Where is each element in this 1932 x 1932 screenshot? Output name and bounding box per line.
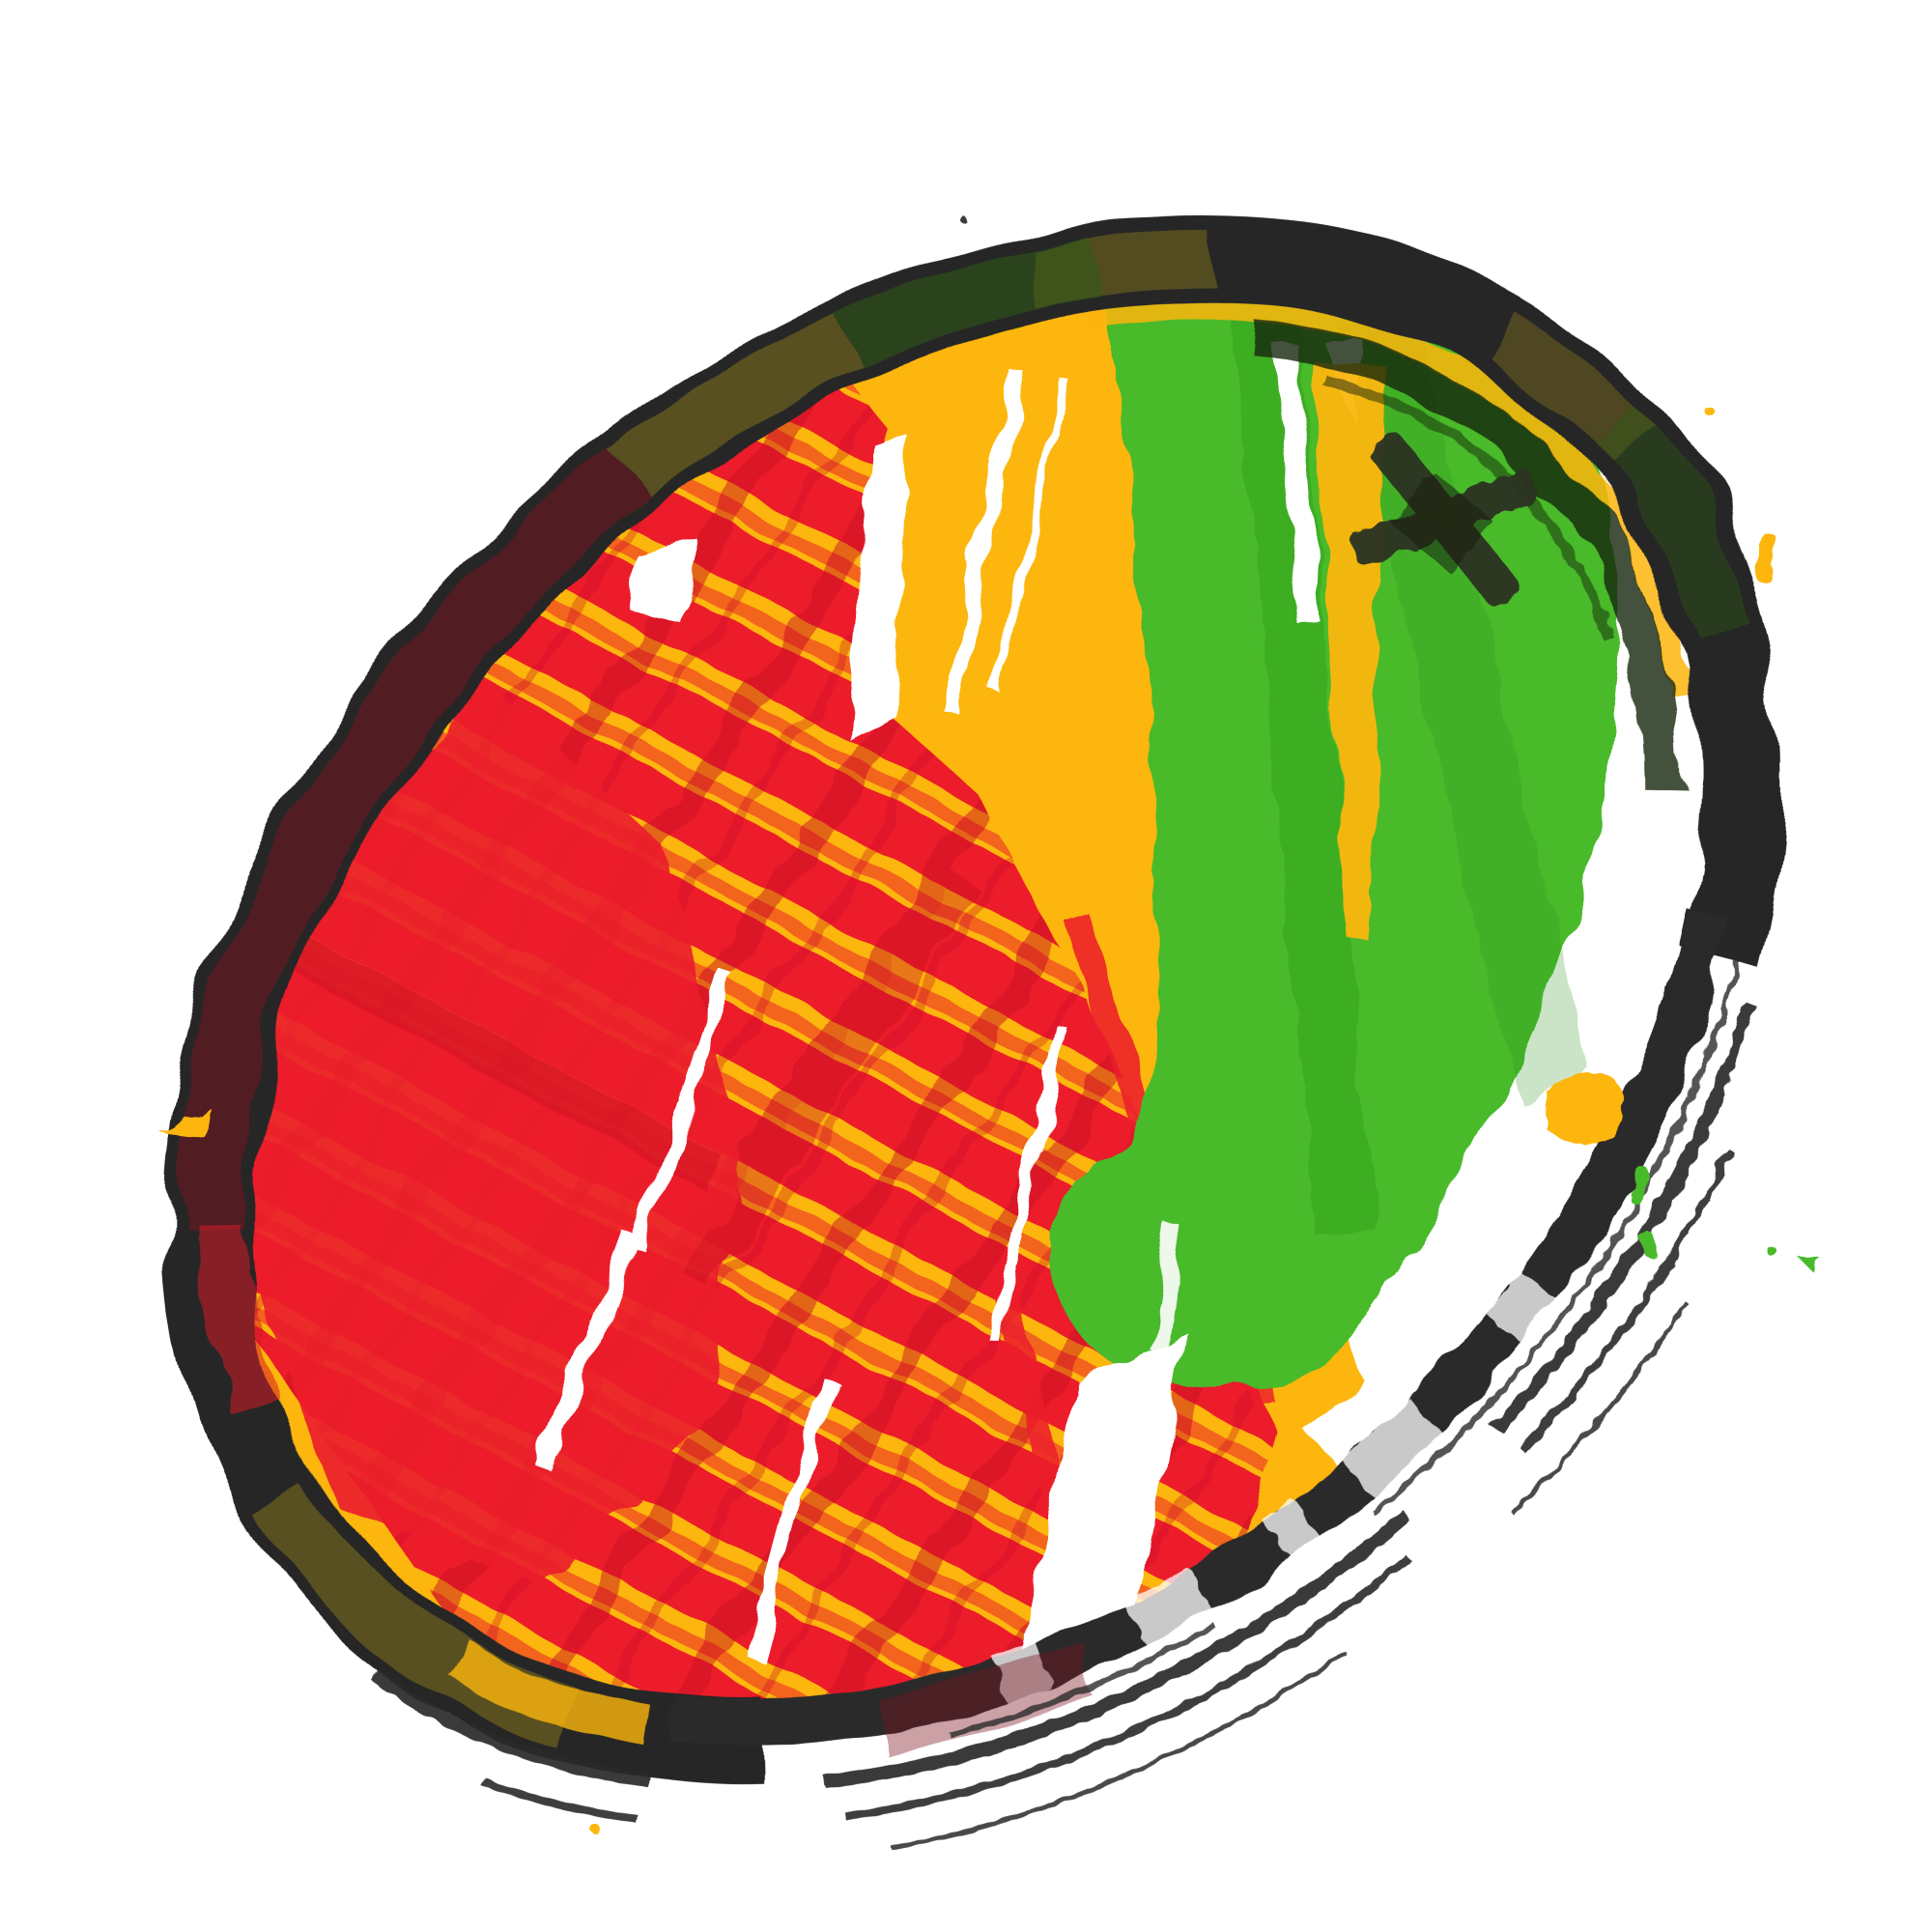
yellow-dot-top-right — [1704, 406, 1714, 415]
green-speck-3 — [1765, 1244, 1775, 1254]
yellow-blob-bottom-right — [1546, 1072, 1624, 1144]
artwork-canvas — [0, 0, 1932, 1932]
dark-dot-top — [959, 215, 966, 222]
yellow-speck-bottom — [591, 1825, 601, 1834]
green-speck-4 — [1797, 1256, 1820, 1272]
oval-badge-drawing — [0, 0, 1932, 1932]
yellow-dash-right — [1755, 531, 1776, 583]
